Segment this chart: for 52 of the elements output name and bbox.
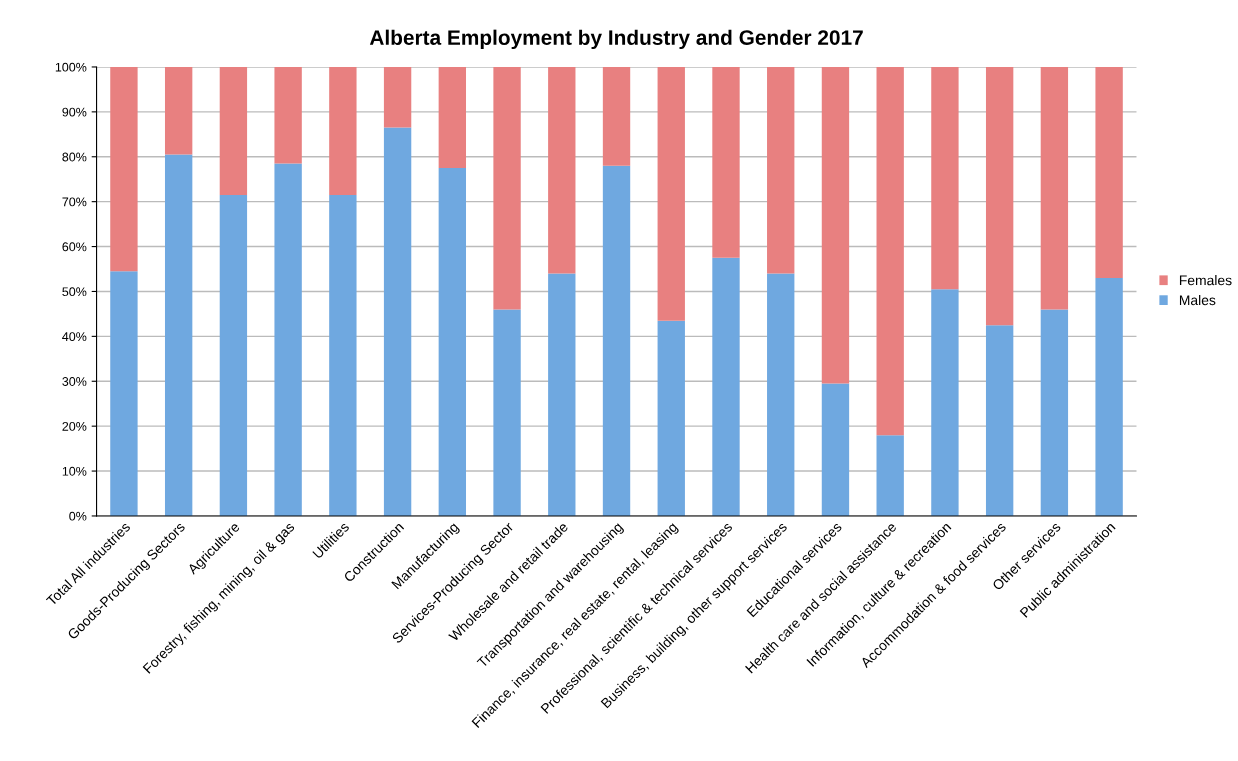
y-tick-label: 70%: [62, 197, 87, 207]
y-tick-label: 50%: [62, 287, 87, 297]
bar: [164, 154, 193, 516]
bar: [274, 163, 302, 516]
bar: [657, 66, 685, 321]
bar: [438, 66, 467, 168]
bar: [110, 66, 138, 272]
legend-label: Females: [1179, 275, 1232, 286]
bar: [329, 194, 357, 516]
bar: [931, 289, 959, 516]
y-tick-label: 20%: [62, 421, 87, 431]
bar: [1095, 66, 1123, 278]
bar: [493, 309, 521, 516]
bar: [602, 165, 631, 516]
bar: [821, 66, 850, 384]
y-tick-label: 100%: [55, 62, 87, 72]
bar: [110, 271, 138, 516]
y-tick-label: 80%: [62, 152, 87, 162]
bar: [1040, 309, 1069, 516]
bar: [329, 66, 357, 195]
y-tick-label: 90%: [62, 107, 87, 117]
y-tick-label: 0%: [69, 511, 87, 521]
bar: [985, 66, 1014, 326]
bar: [1095, 277, 1123, 516]
bar: [438, 167, 467, 516]
bar: [767, 66, 795, 274]
bar: [219, 194, 248, 516]
bar: [164, 66, 193, 155]
legend-label: Males: [1179, 294, 1216, 306]
bar: [548, 66, 576, 274]
y-tick-label: 10%: [62, 466, 87, 476]
y-tick-label: 60%: [62, 242, 87, 252]
bar: [657, 320, 685, 516]
bar: [493, 66, 521, 310]
bar: [931, 66, 959, 290]
bar: [712, 257, 740, 516]
y-tick-label: 30%: [62, 377, 87, 386]
chart-title: Alberta Employment by Industry and Gender 2017: [369, 29, 863, 50]
bar: [383, 127, 412, 516]
bar: [1040, 66, 1069, 310]
bar: [712, 66, 740, 258]
bar: [821, 383, 850, 516]
bar: [383, 66, 412, 128]
bar: [219, 66, 248, 195]
bar: [602, 66, 631, 166]
bar: [876, 435, 904, 516]
bar: [876, 66, 904, 436]
y-tick-label: 40%: [62, 332, 87, 342]
bar: [767, 273, 795, 516]
bar: [985, 325, 1014, 516]
bar: [548, 273, 576, 516]
bar: [274, 66, 302, 164]
